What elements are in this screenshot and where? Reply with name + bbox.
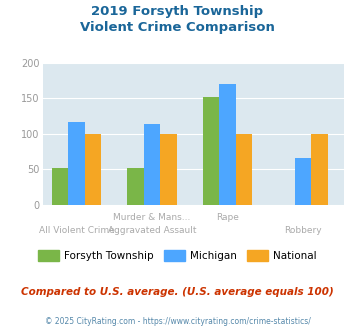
Bar — [144, 124, 160, 205]
Text: Compared to U.S. average. (U.S. average equals 100): Compared to U.S. average. (U.S. average … — [21, 287, 334, 297]
Text: Aggravated Assault: Aggravated Assault — [108, 226, 196, 235]
Bar — [160, 134, 177, 205]
Text: Rape: Rape — [216, 213, 239, 222]
Text: All Violent Crime: All Violent Crime — [39, 226, 114, 235]
Bar — [202, 97, 219, 205]
Text: Violent Crime Comparison: Violent Crime Comparison — [80, 21, 275, 34]
Text: 2019 Forsyth Township: 2019 Forsyth Township — [92, 5, 263, 18]
Text: © 2025 CityRating.com - https://www.cityrating.com/crime-statistics/: © 2025 CityRating.com - https://www.city… — [45, 317, 310, 326]
Text: Robbery: Robbery — [284, 226, 322, 235]
Bar — [295, 158, 311, 205]
Bar — [85, 134, 102, 205]
Legend: Forsyth Township, Michigan, National: Forsyth Township, Michigan, National — [34, 246, 321, 265]
Bar — [68, 122, 85, 205]
Bar — [219, 84, 236, 205]
Bar — [52, 168, 68, 205]
Bar — [236, 134, 252, 205]
Text: Murder & Mans...: Murder & Mans... — [113, 213, 191, 222]
Bar — [311, 134, 328, 205]
Bar — [127, 168, 144, 205]
